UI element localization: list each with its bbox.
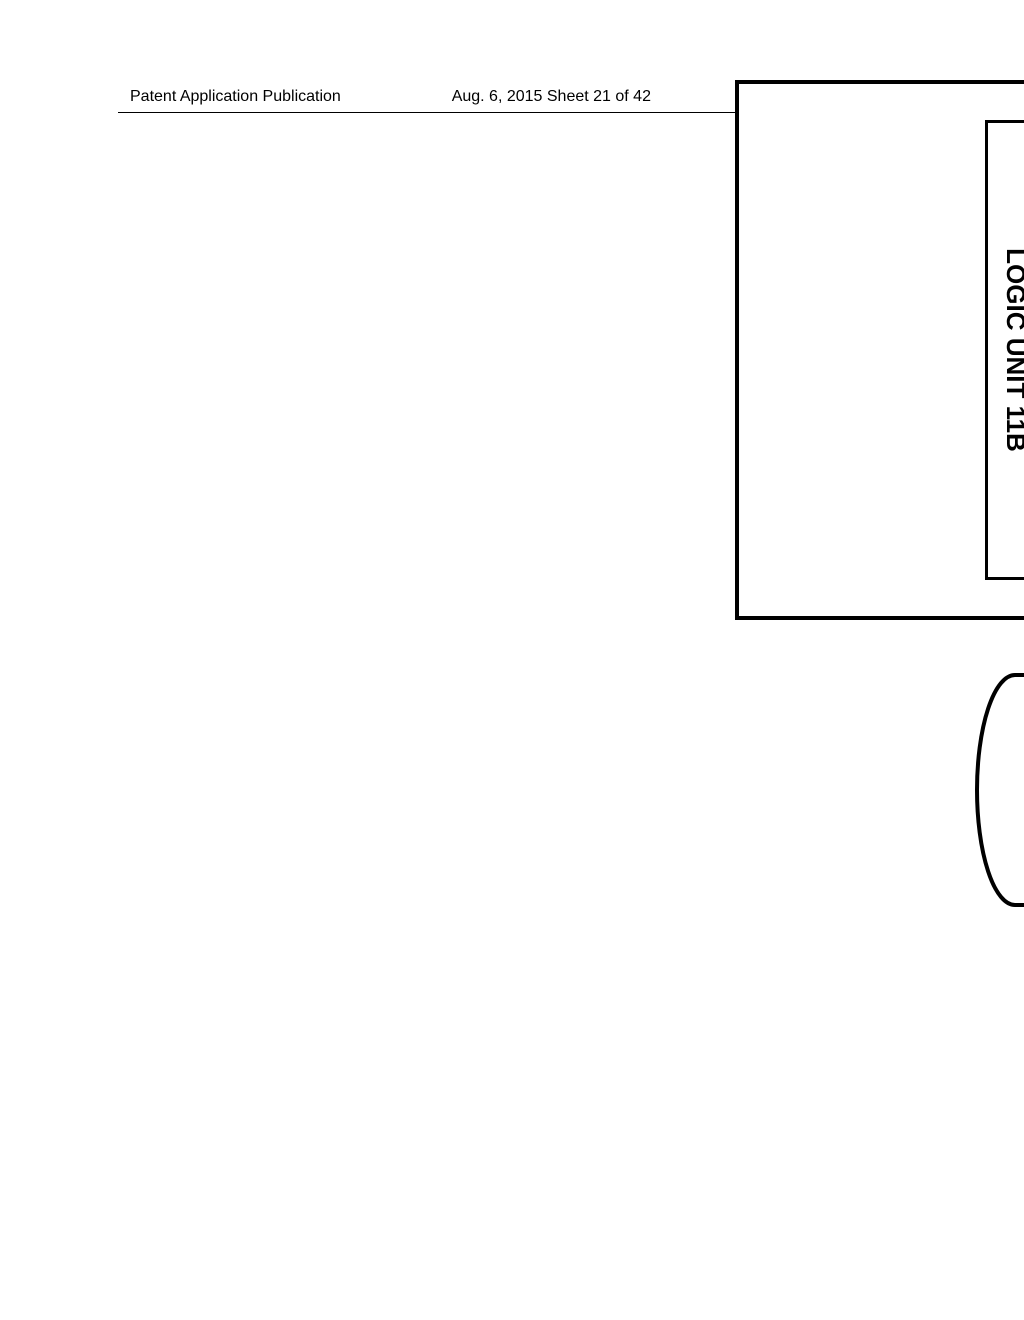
visualization-logic-unit-label: VISUALIZATION DB OPERATION LOGIC UNIT 11… bbox=[1000, 149, 1024, 551]
page: Patent Application Publication Aug. 6, 2… bbox=[0, 0, 1024, 1320]
diagram-canvas: Fig. 21 CONTROL APPARATUS 1 DB INTERFACE… bbox=[615, 0, 1024, 1020]
visualization-logic-unit-box: VISUALIZATION DB OPERATION LOGIC UNIT 11… bbox=[985, 120, 1024, 580]
header-left: Patent Application Publication bbox=[130, 88, 341, 106]
network-db-cylinder bbox=[977, 675, 1024, 905]
diagram-frame: Fig. 21 CONTROL APPARATUS 1 DB INTERFACE… bbox=[85, 180, 925, 1240]
control-apparatus-box bbox=[735, 80, 1024, 620]
